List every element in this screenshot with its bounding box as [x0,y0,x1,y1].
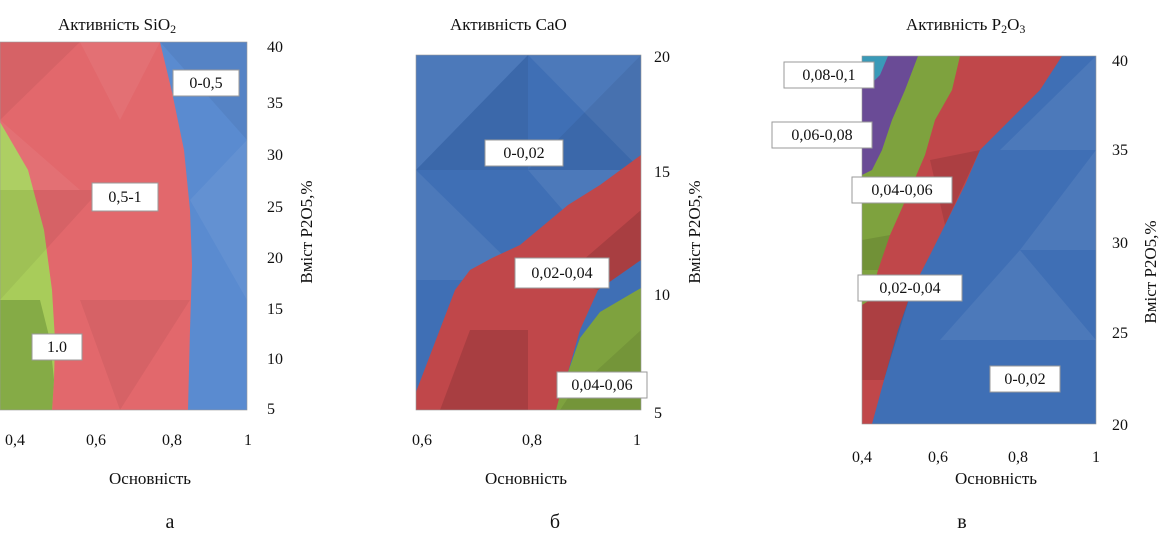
svg-text:0,08-0,1: 0,08-0,1 [802,67,855,84]
facet-light [0,42,247,300]
y-tick-label: 20 [1112,417,1128,434]
y-tick-label: 40 [1112,53,1128,70]
y-tick-label: 20 [267,250,283,267]
x-tick-label: 0,8 [522,432,542,449]
x-tick-label: 0,4 [852,449,872,466]
annotation-label: 0-0,02 [484,139,564,167]
facet-dark [416,55,641,170]
y-tick-label: 35 [267,95,283,112]
svg-text:0,04-0,06: 0,04-0,06 [871,182,932,199]
annotation-label: 0,02-0,04 [857,274,963,302]
panel-b-frame [415,54,642,411]
y-tick-label: 15 [654,164,670,181]
y-axis-label: Вміст P2O5,% [685,180,704,283]
x-tick-label: 0,6 [928,449,948,466]
x-tick-label: 0,8 [1008,449,1028,466]
annotation-label: 0,06-0,08 [771,121,873,149]
y-tick-label: 25 [1112,325,1128,342]
panel-a-frame [0,41,248,411]
panel-a-plot [0,42,247,410]
panel-c-frame [861,55,1097,425]
y-tick-label: 30 [267,147,283,164]
svg-text:0-0,02: 0-0,02 [503,145,544,162]
x-tick-label: 1 [1092,449,1100,466]
x-tick-label: 1 [244,432,252,449]
facet-dark [862,150,980,380]
x-tick-label: 0,4 [5,432,25,449]
x-axis-label: Основність [109,469,191,488]
svg-text:0,5-1: 0,5-1 [108,189,141,206]
panel-letter: б [550,511,560,533]
region-green-dark [0,300,54,410]
panel-b-plot [416,55,641,410]
y-tick-label: 10 [267,351,283,368]
facet-light [940,56,1096,340]
svg-text:0,02-0,04: 0,02-0,04 [879,280,940,297]
x-axis-label: Основність [485,469,567,488]
annotation-label: 0,04-0,06 [851,176,953,204]
y-tick-label: 35 [1112,142,1128,159]
panel-c: Активність P2O3 0,08-0,1 0,06-0,08 0,04-… [771,15,1160,533]
annotation-label: 0-0,02 [989,365,1061,393]
panel-a: Активність SiO2 0-0,5 0,5-1 1.0 0,4 0,6 … [0,15,316,533]
svg-text:0,06-0,08: 0,06-0,08 [791,127,852,144]
y-tick-label: 20 [654,49,670,66]
panel-letter: в [957,511,966,533]
annotation-label: 0,08-0,1 [783,61,875,89]
x-tick-label: 0,8 [162,432,182,449]
y-tick-label: 5 [654,405,662,422]
x-tick-label: 1 [633,432,641,449]
annotation-label: 0-0,5 [172,69,240,97]
region-purple [862,56,918,175]
annotation-label: 0,5-1 [91,182,159,212]
svg-text:0,02-0,04: 0,02-0,04 [531,265,592,282]
x-axis-label: Основність [955,469,1037,488]
x-tick-label: 0,6 [86,432,106,449]
y-tick-label: 30 [1112,235,1128,252]
svg-text:1.0: 1.0 [47,339,67,356]
panel-c-title: Активність P2O3 [906,15,1025,36]
panel-c-plot [862,56,1096,424]
annotation-label: 0,02-0,04 [514,257,610,289]
y-tick-label: 10 [654,287,670,304]
y-axis-label: Вміст P2O5,% [297,180,316,283]
annotation-label: 0,04-0,06 [556,371,648,399]
svg-text:0-0,02: 0-0,02 [1004,371,1045,388]
svg-text:0-0,5: 0-0,5 [189,75,222,92]
svg-text:0,04-0,06: 0,04-0,06 [571,377,632,394]
x-tick-label: 0,6 [412,432,432,449]
panel-letter: а [166,511,175,533]
y-tick-label: 15 [267,301,283,318]
annotation-label: 1.0 [31,333,83,361]
y-tick-label: 5 [267,401,275,418]
y-tick-label: 40 [267,39,283,56]
y-axis-label: Вміст P2O5,% [1141,220,1160,323]
facet-dark [862,235,890,270]
y-tick-label: 25 [267,199,283,216]
panel-a-title: Активність SiO2 [58,15,176,36]
panel-b: Активність CaO 0-0,02 0,02-0,04 0,04-0,0… [412,15,704,533]
panel-b-title: Активність CaO [450,15,567,34]
